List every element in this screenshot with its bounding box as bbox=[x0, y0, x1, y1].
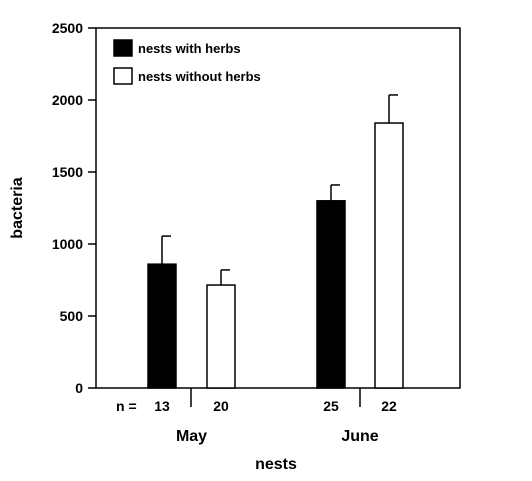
y-tick-label: 1500 bbox=[52, 164, 83, 180]
y-axis-title: bacteria bbox=[9, 177, 26, 238]
y-tick-label: 500 bbox=[60, 308, 84, 324]
x-axis-title: nests bbox=[255, 456, 297, 473]
bar-with-herbs bbox=[147, 263, 177, 389]
y-tick-label: 2500 bbox=[52, 20, 83, 36]
legend-swatch bbox=[113, 39, 133, 57]
n-prefix-label: n = bbox=[116, 398, 137, 414]
legend: nests with herbs nests without herbs bbox=[113, 39, 261, 85]
n-value-label: 13 bbox=[154, 398, 170, 414]
y-tick-label: 2000 bbox=[52, 92, 83, 108]
legend-label: nests with herbs bbox=[138, 41, 241, 56]
legend-swatch bbox=[113, 67, 133, 85]
group-label: May bbox=[176, 428, 207, 445]
y-tick-label: 0 bbox=[75, 380, 83, 396]
legend-label: nests without herbs bbox=[138, 69, 261, 84]
bar-with-herbs bbox=[316, 200, 346, 389]
group-label: June bbox=[341, 428, 378, 445]
plot-frame bbox=[95, 27, 461, 389]
n-value-label: 20 bbox=[213, 398, 229, 414]
bar-without-herbs bbox=[374, 122, 404, 389]
bar-without-herbs bbox=[206, 284, 236, 389]
y-tick-label: 1000 bbox=[52, 236, 83, 252]
n-value-label: 22 bbox=[381, 398, 397, 414]
n-value-label: 25 bbox=[323, 398, 339, 414]
